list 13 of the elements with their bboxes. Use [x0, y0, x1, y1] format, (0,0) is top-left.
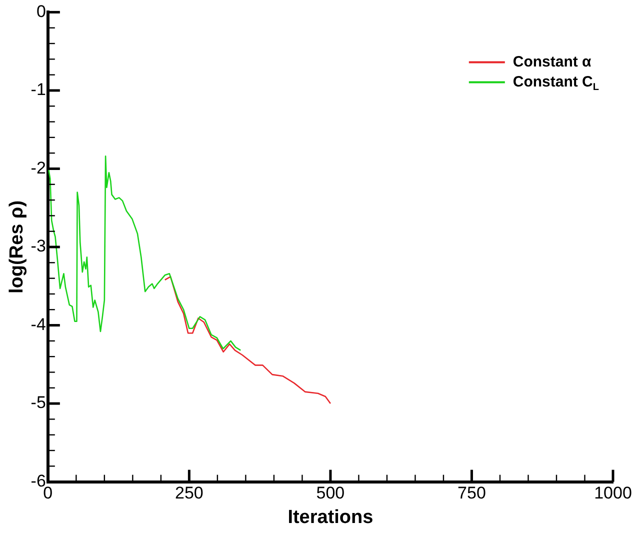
- y-tick-label: -2: [30, 158, 46, 178]
- x-axis-title: Iterations: [288, 506, 374, 528]
- y-axis-title: log(Res ρ): [6, 200, 28, 294]
- x-tick-label: 250: [175, 484, 204, 503]
- x-tick-label: 1000: [594, 484, 632, 503]
- y-tick-label: -5: [30, 393, 46, 412]
- x-tick-label: 500: [316, 484, 345, 503]
- y-tick-label: 0: [36, 2, 46, 21]
- y-tick-label: -4: [30, 314, 46, 334]
- x-tick-label: 750: [458, 484, 486, 503]
- y-tick-label: -3: [30, 236, 46, 256]
- y-tick-label: -1: [30, 80, 46, 100]
- legend-label: Constant α: [512, 53, 592, 70]
